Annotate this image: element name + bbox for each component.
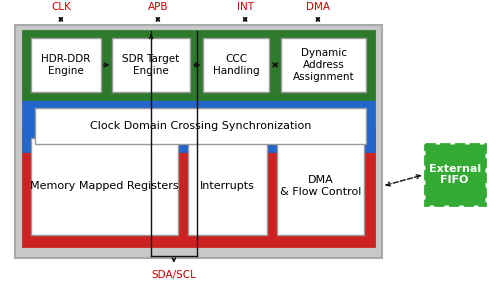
Bar [277, 138, 364, 235]
Text: DMA
& Flow Control: DMA & Flow Control [280, 175, 361, 197]
Text: Memory Mapped Registers: Memory Mapped Registers [30, 181, 179, 191]
Bar [23, 31, 374, 99]
Text: Clock Domain Crossing Synchronization: Clock Domain Crossing Synchronization [90, 121, 311, 131]
Bar [281, 38, 366, 92]
Bar [188, 138, 268, 235]
Bar [34, 108, 366, 144]
Text: CCC
Handling: CCC Handling [213, 54, 260, 76]
Bar [204, 38, 270, 92]
Bar [23, 130, 374, 246]
Bar [16, 25, 382, 258]
Text: Dynamic
Address
Assignment: Dynamic Address Assignment [293, 48, 354, 81]
Text: INT: INT [236, 2, 254, 12]
Bar [112, 38, 190, 92]
Text: SDR Target
Engine: SDR Target Engine [122, 54, 180, 76]
Text: SDA/SCL: SDA/SCL [152, 269, 196, 280]
Text: HDR-DDR
Engine: HDR-DDR Engine [41, 54, 90, 76]
Bar [31, 138, 178, 235]
Bar [23, 101, 374, 151]
Text: External
FIFO: External FIFO [428, 164, 480, 185]
Bar [31, 38, 100, 92]
Text: Interrupts: Interrupts [200, 181, 255, 191]
Text: CLK: CLK [51, 2, 71, 12]
Text: DMA: DMA [306, 2, 330, 12]
Bar [424, 144, 484, 205]
Text: APB: APB [148, 2, 168, 12]
